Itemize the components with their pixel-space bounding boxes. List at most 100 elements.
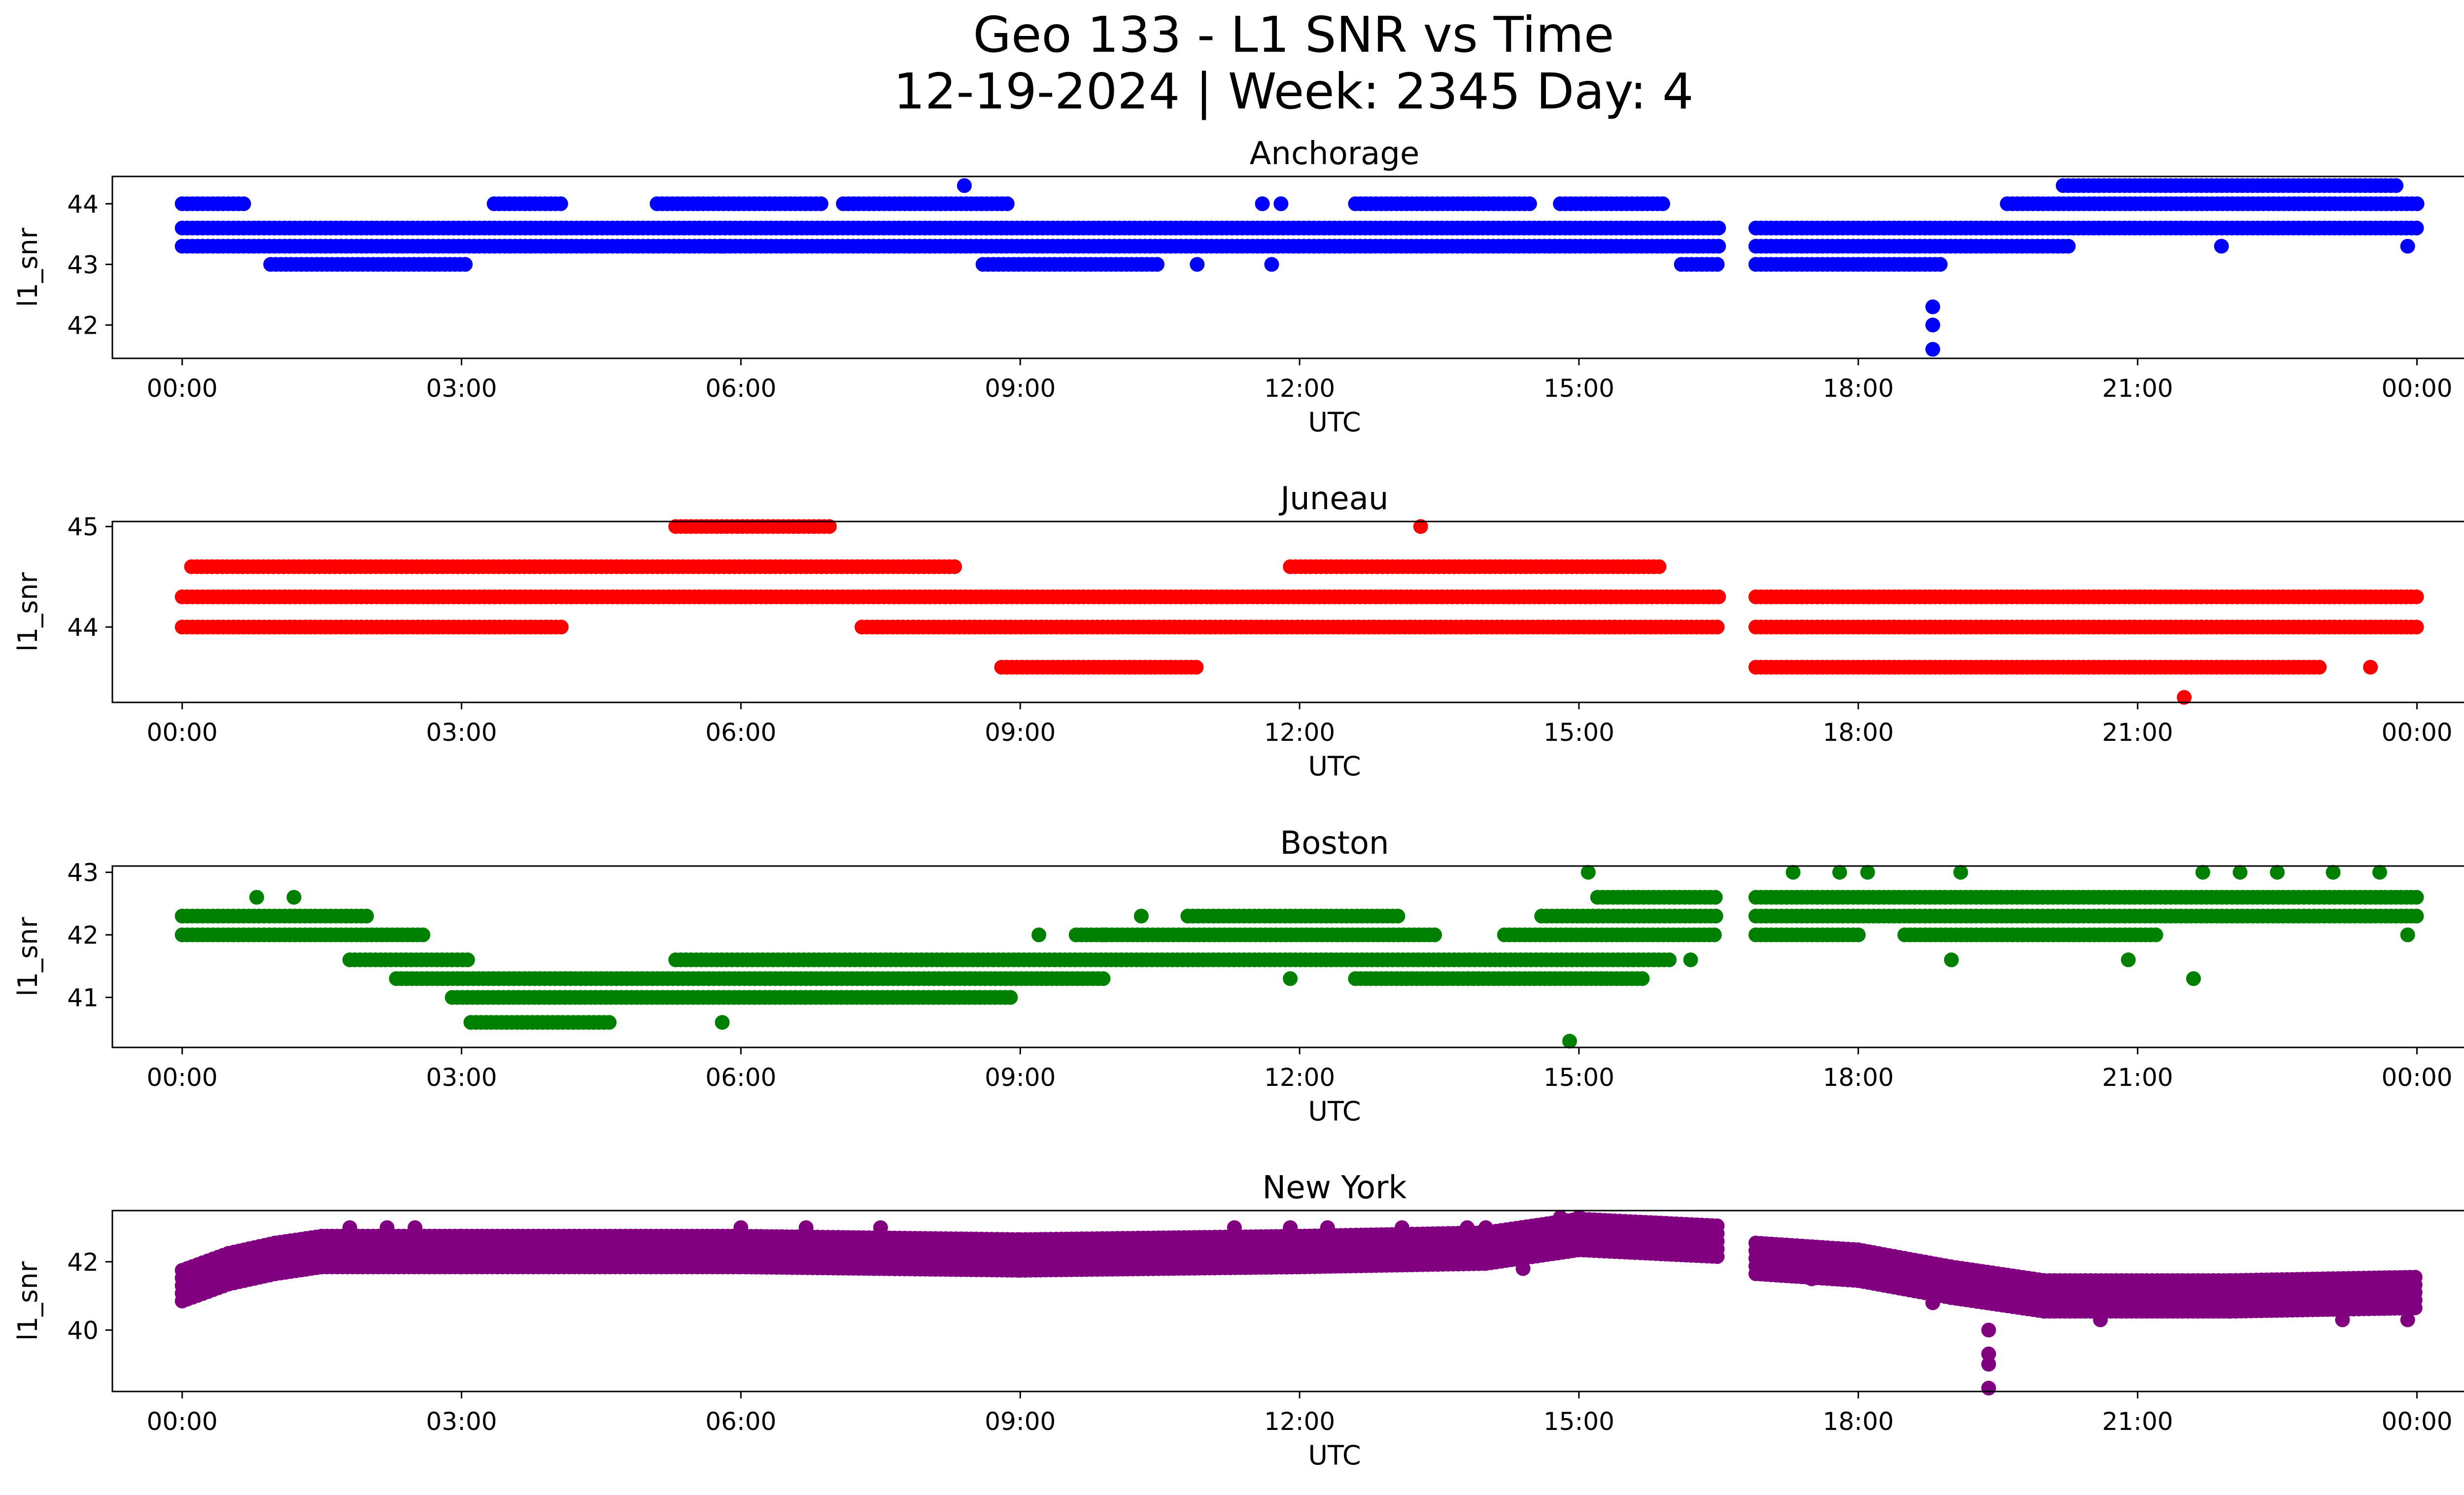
- data-point: [999, 196, 1015, 211]
- y-tick-label: 44: [67, 190, 99, 218]
- data-point: [359, 908, 374, 924]
- data-point: [1255, 196, 1270, 211]
- data-point: [2326, 865, 2341, 880]
- x-tick-label: 12:00: [1264, 718, 1335, 747]
- data-point: [1850, 927, 1866, 942]
- data-point: [1925, 299, 1940, 314]
- axes-frame: [111, 521, 2464, 703]
- data-point: [602, 1015, 617, 1030]
- subplot-title: Boston: [1280, 825, 1389, 862]
- data-point: [2232, 865, 2248, 880]
- x-tick-label: 06:00: [705, 374, 776, 403]
- x-tick-label: 00:00: [147, 374, 218, 403]
- data-point: [2409, 589, 2424, 604]
- scatter-markers: [174, 1210, 2423, 1396]
- data-point: [1651, 559, 1667, 574]
- axes-frame: [111, 865, 2464, 1048]
- x-tick-label: 09:00: [985, 374, 1056, 403]
- data-point: [1925, 317, 1940, 333]
- data-point: [2409, 620, 2424, 635]
- x-tick-label: 21:00: [2102, 374, 2173, 403]
- data-point: [2409, 220, 2424, 236]
- data-point: [1710, 257, 1725, 272]
- x-tick-label: 03:00: [426, 374, 497, 403]
- data-point: [1832, 865, 1848, 880]
- data-point: [1860, 865, 1875, 880]
- figure-title-line-1: Geo 133 - L1 SNR vs Time: [973, 6, 1614, 64]
- x-tick-label: 21:00: [2102, 718, 2173, 747]
- data-point: [2186, 971, 2201, 986]
- x-tick-label: 00:00: [2382, 718, 2453, 747]
- x-axis-label: UTC: [1308, 751, 1361, 782]
- data-point: [2121, 952, 2136, 968]
- x-tick-label: 00:00: [2382, 1063, 2453, 1092]
- data-point: [2060, 239, 2076, 254]
- data-point: [1711, 220, 1726, 236]
- data-point: [2372, 865, 2387, 880]
- data-point: [1933, 257, 1948, 272]
- data-point: [1367, 620, 1382, 635]
- data-point: [2409, 908, 2424, 924]
- data-point: [1635, 971, 1650, 986]
- data-point: [1711, 239, 1726, 254]
- data-point: [1708, 908, 1723, 924]
- data-point: [1031, 927, 1047, 942]
- scatter-markers: [174, 865, 2424, 1049]
- data-point: [715, 239, 730, 254]
- x-tick-label: 15:00: [1543, 1063, 1614, 1092]
- data-point: [1944, 952, 1959, 968]
- data-point: [2195, 865, 2210, 880]
- data-point: [715, 1015, 730, 1030]
- data-point: [2270, 865, 2285, 880]
- x-tick-label: 18:00: [1823, 374, 1894, 403]
- data-point: [1273, 196, 1289, 211]
- data-point: [821, 519, 837, 534]
- data-point: [813, 196, 828, 211]
- data-point: [2312, 660, 2327, 675]
- x-tick-label: 06:00: [705, 718, 776, 747]
- data-point: [957, 178, 972, 193]
- data-point: [1710, 620, 1725, 635]
- data-point: [2363, 660, 2378, 675]
- data-point: [2409, 196, 2425, 211]
- subplot-title: New York: [1262, 1170, 1406, 1206]
- data-point: [2400, 927, 2415, 942]
- x-tick-label: 15:00: [1543, 374, 1614, 403]
- data-point: [1683, 952, 1698, 968]
- data-point: [249, 890, 264, 905]
- data-point: [1427, 927, 1442, 942]
- y-axis-label: l1_snr: [12, 917, 43, 997]
- data-point: [1925, 342, 1940, 357]
- data-point: [286, 890, 302, 905]
- x-tick-label: 06:00: [705, 1063, 776, 1092]
- figure-title-line-2: 12-19-2024 | Week: 2345 Day: 4: [893, 63, 1693, 120]
- data-point: [1707, 927, 1722, 942]
- x-tick-label: 03:00: [426, 718, 497, 747]
- data-point: [236, 196, 251, 211]
- y-tick-label: 43: [67, 859, 99, 887]
- data-point: [2389, 178, 2404, 193]
- axes-frame: [111, 175, 2464, 359]
- x-tick-label: 12:00: [1264, 1063, 1335, 1092]
- subplot-title: Anchorage: [1250, 136, 1420, 172]
- data-point: [1655, 196, 1671, 211]
- data-point: [2409, 890, 2424, 905]
- data-point: [553, 620, 569, 635]
- data-point: [1460, 620, 1475, 635]
- y-axis-label: l1_snr: [12, 572, 43, 652]
- data-point: [1133, 908, 1149, 924]
- data-point: [1562, 1034, 1577, 1049]
- subplot-title: Juneau: [1278, 481, 1388, 517]
- data-point: [1150, 257, 1164, 272]
- y-tick-label: 42: [67, 311, 99, 340]
- data-point: [2148, 927, 2163, 942]
- data-point: [1189, 660, 1204, 675]
- x-tick-label: 00:00: [147, 718, 218, 747]
- data-point: [1190, 257, 1205, 272]
